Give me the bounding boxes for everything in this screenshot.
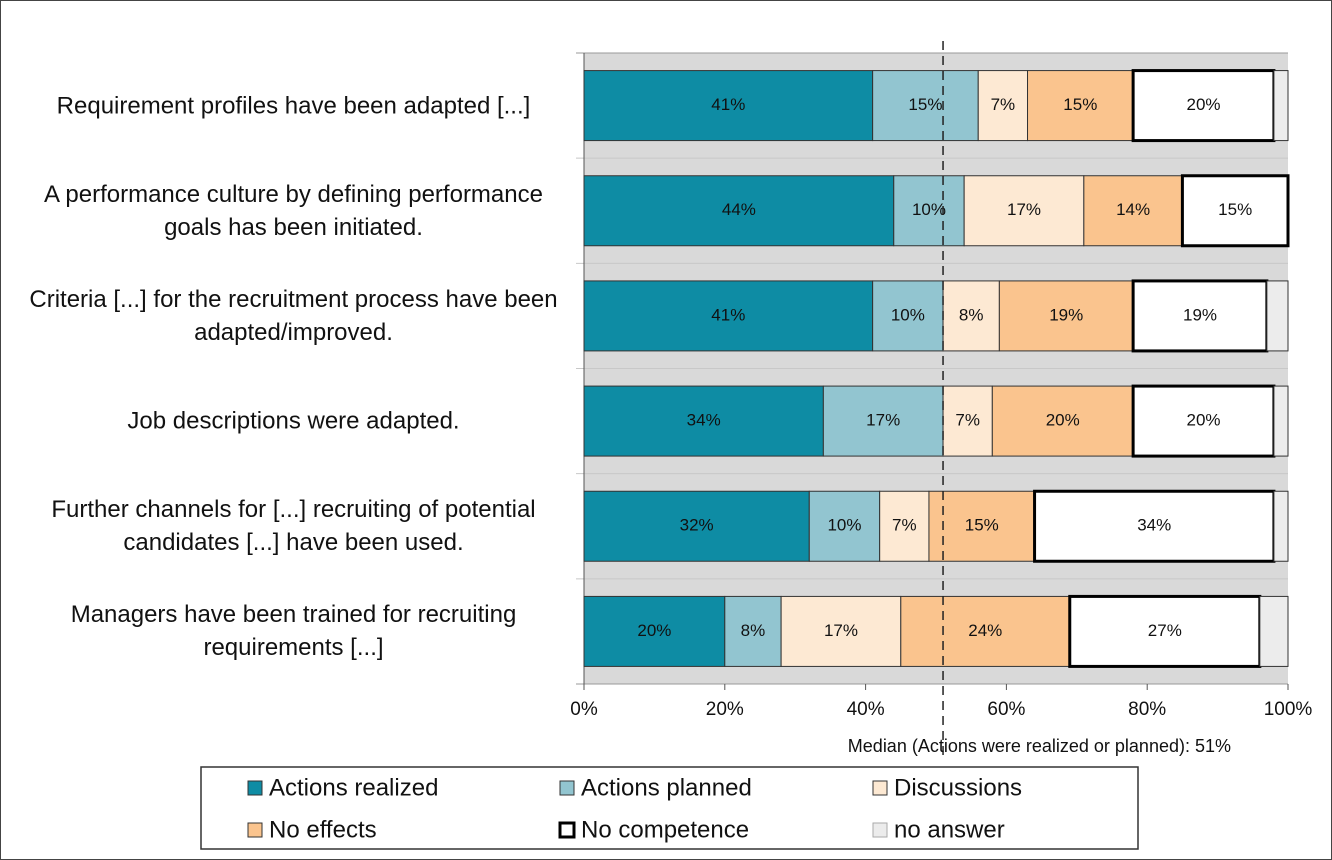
bar-segment: [724, 595, 782, 667]
bar-segment: [963, 175, 1085, 247]
data-label: 32%: [680, 516, 714, 535]
x-tick-label: 80%: [1128, 699, 1166, 720]
bar-segment: [1273, 490, 1289, 562]
bar-segment: [942, 385, 993, 457]
bar-segment: [1180, 174, 1290, 248]
data-label: 7%: [892, 516, 917, 535]
legend-swatch: [247, 822, 263, 838]
data-label: 15%: [965, 516, 999, 535]
bar-segment: [1273, 70, 1289, 142]
data-label: 19%: [1183, 305, 1217, 324]
legend-label: Actions planned: [581, 774, 752, 801]
bar-segment: [1033, 489, 1276, 563]
legend-swatch: [872, 822, 888, 838]
bar-segment: [583, 595, 726, 667]
data-label: 14%: [1116, 200, 1150, 219]
data-label: 20%: [1187, 95, 1221, 114]
bar-segment: [808, 490, 881, 562]
data-label: 15%: [1063, 95, 1097, 114]
bar-segment: [879, 490, 930, 562]
bar-segment: [1131, 279, 1269, 353]
category-label: Criteria [...] for the recruitment proce…: [29, 285, 558, 346]
bar-segment: [991, 385, 1134, 457]
data-label: 10%: [912, 200, 946, 219]
legend-label: No effects: [269, 816, 377, 843]
legend-swatch: [559, 780, 575, 796]
data-label: 17%: [1007, 200, 1041, 219]
data-label: 34%: [687, 411, 721, 430]
bar-segment: [822, 385, 944, 457]
x-tick-label: 60%: [987, 699, 1025, 720]
annotation: Median (Actions were realized or planned…: [848, 736, 1231, 756]
legend-swatch: [558, 821, 576, 839]
x-tick-label: 100%: [1264, 699, 1313, 720]
data-label: 34%: [1137, 516, 1171, 535]
x-tick-label: 0%: [570, 699, 598, 720]
category-label: Further channels for [...] recruiting of…: [51, 496, 536, 557]
bar-segment: [583, 70, 874, 142]
category-label: Managers have been trained for recruitin…: [70, 601, 517, 662]
category-label: Requirement profiles have been adapted […: [56, 92, 531, 120]
data-label: 44%: [722, 200, 756, 219]
bar-segment: [1083, 175, 1183, 247]
x-tick-label: 40%: [847, 699, 885, 720]
bar-segment: [1131, 69, 1276, 143]
legend-label: Discussions: [894, 774, 1022, 801]
data-label: 41%: [711, 305, 745, 324]
data-label: 7%: [991, 95, 1016, 114]
bar-segment: [583, 175, 895, 247]
bar-segment: [1068, 594, 1262, 668]
data-label: 7%: [955, 411, 980, 430]
bar-segment: [583, 490, 810, 562]
category-label: A performance culture by defining perfor…: [44, 180, 543, 241]
legend-box: [200, 766, 1139, 850]
legend-swatch: [247, 780, 263, 796]
category-label: Job descriptions were adapted.: [127, 407, 460, 435]
data-label: 27%: [1148, 621, 1182, 640]
bar-segment: [1131, 384, 1276, 458]
bar-segment: [1027, 70, 1134, 142]
legend-label: No competence: [581, 816, 749, 843]
bar-segment: [998, 280, 1134, 352]
bar-segment: [583, 280, 874, 352]
bar-segment: [1266, 280, 1289, 352]
data-label: 8%: [741, 621, 766, 640]
bar-segment: [893, 175, 965, 247]
bar-segment: [872, 280, 944, 352]
data-label: 10%: [827, 516, 861, 535]
legend-swatch: [872, 780, 888, 796]
data-label: 8%: [959, 305, 984, 324]
x-tick-label: 20%: [706, 699, 744, 720]
bar-segment: [1273, 385, 1289, 457]
bar-segment: [780, 595, 902, 667]
data-label: 20%: [637, 621, 671, 640]
data-label: 10%: [891, 305, 925, 324]
data-label: 19%: [1049, 305, 1083, 324]
data-label: 15%: [1218, 200, 1252, 219]
data-label: 24%: [968, 621, 1002, 640]
data-label: 20%: [1046, 411, 1080, 430]
bar-segment: [583, 385, 824, 457]
data-label: 15%: [908, 95, 942, 114]
legend-label: Actions realized: [269, 774, 438, 801]
data-label: 20%: [1187, 411, 1221, 430]
bar-segment: [928, 490, 1036, 562]
data-label: 17%: [824, 621, 858, 640]
bar-segment: [1259, 595, 1289, 667]
data-label: 17%: [866, 411, 900, 430]
data-label: 41%: [711, 95, 745, 114]
legend-label: no answer: [894, 816, 1005, 843]
